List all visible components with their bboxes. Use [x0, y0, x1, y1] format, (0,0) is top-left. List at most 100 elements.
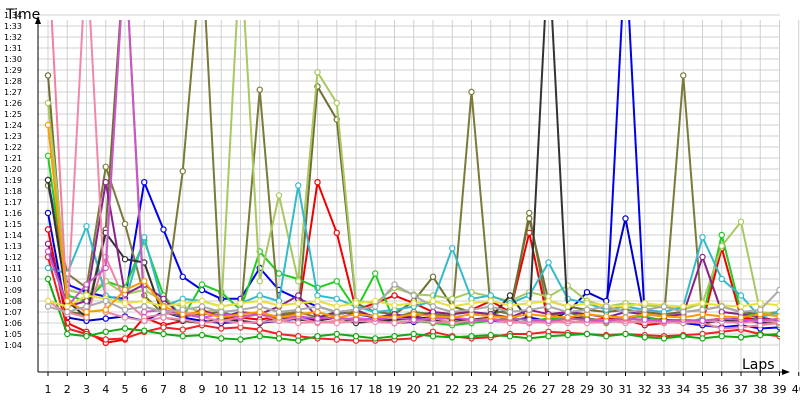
data-point	[141, 178, 148, 186]
series-7	[44, 20, 780, 327]
x-ticks: 1 2 3 4 5 6 7 8 9 10 11 12 13 14 15 16 17 18 19 20 21 22 23 24 2…	[45, 372, 800, 396]
data-point	[391, 302, 398, 309]
series-line	[47, 283, 780, 313]
data-point	[391, 314, 398, 321]
series-line	[47, 20, 780, 319]
data-point	[314, 68, 321, 76]
x-tick-label: 7	[160, 383, 167, 396]
data-point	[603, 303, 610, 310]
data-point	[622, 330, 629, 338]
data-point	[44, 275, 52, 283]
data-point	[44, 303, 52, 310]
data-point	[333, 319, 340, 327]
x-tick-label: 19	[388, 383, 402, 396]
data-point	[44, 226, 52, 233]
data-point	[391, 319, 398, 327]
x-tick-label: 36	[715, 383, 729, 396]
y-axis-arrow	[35, 16, 41, 24]
data-point	[83, 303, 90, 310]
data-point	[660, 303, 668, 310]
data-point	[526, 209, 533, 217]
y-tick-label: 1:04	[4, 341, 22, 350]
data-point	[44, 209, 52, 217]
series-13	[50, 20, 780, 332]
data-point	[545, 303, 552, 310]
data-point	[160, 303, 167, 310]
data-point	[796, 327, 800, 332]
data-point	[737, 303, 745, 310]
data-point	[102, 297, 109, 305]
data-point	[256, 297, 263, 305]
data-point	[487, 303, 494, 310]
data-point	[391, 281, 398, 288]
x-tick-label: 3	[83, 383, 90, 396]
x-tick-label: 15	[311, 383, 325, 396]
data-point	[179, 167, 186, 175]
data-point	[680, 308, 687, 316]
data-point	[564, 303, 571, 310]
x-tick-label: 21	[426, 383, 440, 396]
x-tick-label: 34	[676, 383, 690, 396]
data-point	[141, 308, 148, 316]
data-point	[275, 270, 283, 277]
data-point	[776, 330, 780, 338]
data-point	[583, 306, 591, 313]
x-tick-label: 37	[734, 383, 748, 396]
data-point	[218, 308, 225, 316]
data-point	[102, 328, 109, 335]
y-tick-label: 1:22	[4, 143, 22, 152]
series-layer	[44, 20, 800, 346]
y-tick-label: 1:27	[4, 88, 22, 97]
data-point	[449, 303, 456, 310]
data-point	[796, 315, 800, 320]
y-tick-label: 1:18	[4, 187, 22, 196]
data-point	[641, 316, 648, 323]
y-tick-label: 1:32	[4, 33, 22, 42]
data-point	[141, 327, 148, 334]
data-point	[449, 314, 456, 321]
data-point	[275, 308, 283, 316]
data-point	[718, 313, 725, 320]
data-point	[333, 295, 340, 302]
data-point	[796, 318, 800, 323]
x-tick-label: 9	[199, 383, 206, 396]
data-point	[64, 308, 71, 316]
data-point	[275, 314, 283, 321]
data-point	[64, 297, 71, 305]
x-tick-label: 16	[330, 383, 344, 396]
y-tick-label: 1:12	[4, 253, 22, 262]
data-point	[410, 292, 417, 299]
data-point	[776, 313, 780, 320]
y-tick-label: 1:10	[4, 275, 22, 284]
data-point	[179, 326, 186, 333]
data-point	[121, 325, 129, 332]
data-point	[333, 314, 340, 321]
data-point	[352, 333, 360, 340]
data-point	[796, 315, 800, 320]
data-point	[796, 326, 800, 331]
series-line	[47, 20, 780, 324]
series-line	[47, 20, 780, 330]
data-point	[796, 337, 800, 342]
data-point	[83, 222, 90, 230]
y-tick-label: 1:21	[4, 154, 22, 163]
data-point	[44, 297, 52, 305]
data-point	[198, 314, 206, 321]
data-point	[218, 335, 225, 342]
data-point	[141, 297, 148, 305]
data-point	[564, 331, 571, 339]
data-point	[237, 300, 244, 307]
data-point	[429, 333, 437, 340]
y-tick-label: 1:17	[4, 198, 22, 207]
data-point	[372, 303, 379, 310]
x-tick-label: 1	[45, 383, 52, 396]
data-point	[237, 336, 244, 343]
x-tick-label: 30	[599, 383, 613, 396]
x-tick-label: 28	[561, 383, 575, 396]
series-line	[47, 20, 780, 322]
data-point	[352, 316, 360, 323]
data-point	[429, 273, 437, 280]
data-point	[64, 330, 71, 338]
data-point	[83, 308, 90, 316]
data-point	[256, 318, 263, 326]
